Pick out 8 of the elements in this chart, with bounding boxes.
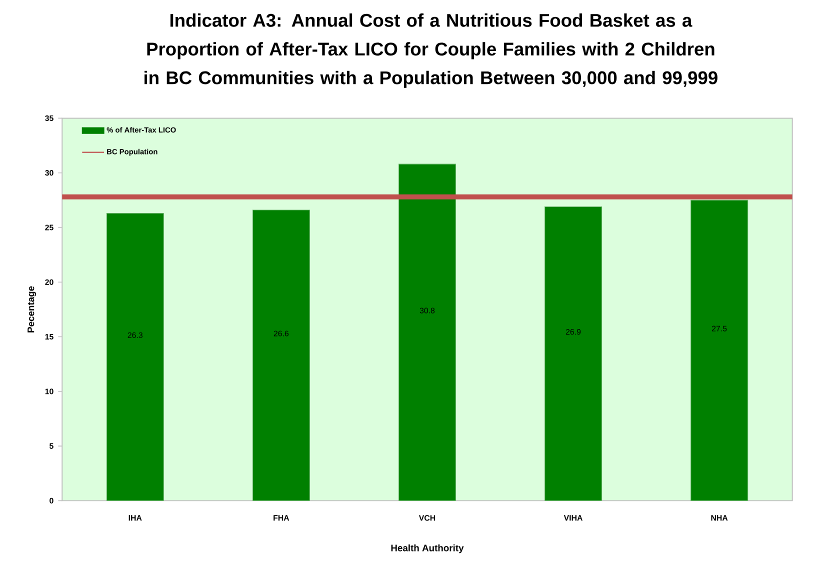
y-axis-title: Pecentage (28, 286, 36, 332)
bar (398, 164, 456, 501)
x-axis-title: Health Authority (391, 544, 464, 554)
bar (544, 206, 602, 501)
bar (252, 210, 310, 501)
bar (106, 212, 164, 501)
bar (690, 200, 748, 501)
chart-title: Indicator A3: Annual Cost of a Nutritious Food Basket as a Proportion of After-Tax LICO for Couple Families with 2 Children in BC Communities with a Population Between 30,000 and 99,999 (144, 13, 718, 88)
